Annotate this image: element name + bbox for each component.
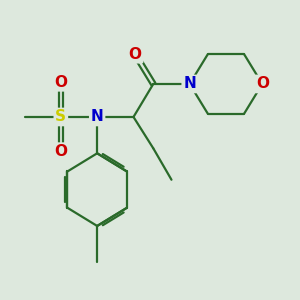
Text: N: N bbox=[91, 110, 103, 124]
Text: O: O bbox=[54, 75, 67, 90]
Text: O: O bbox=[129, 47, 142, 62]
Text: N: N bbox=[183, 76, 196, 92]
Text: O: O bbox=[54, 144, 67, 159]
Text: O: O bbox=[256, 76, 269, 92]
Text: S: S bbox=[55, 110, 66, 124]
